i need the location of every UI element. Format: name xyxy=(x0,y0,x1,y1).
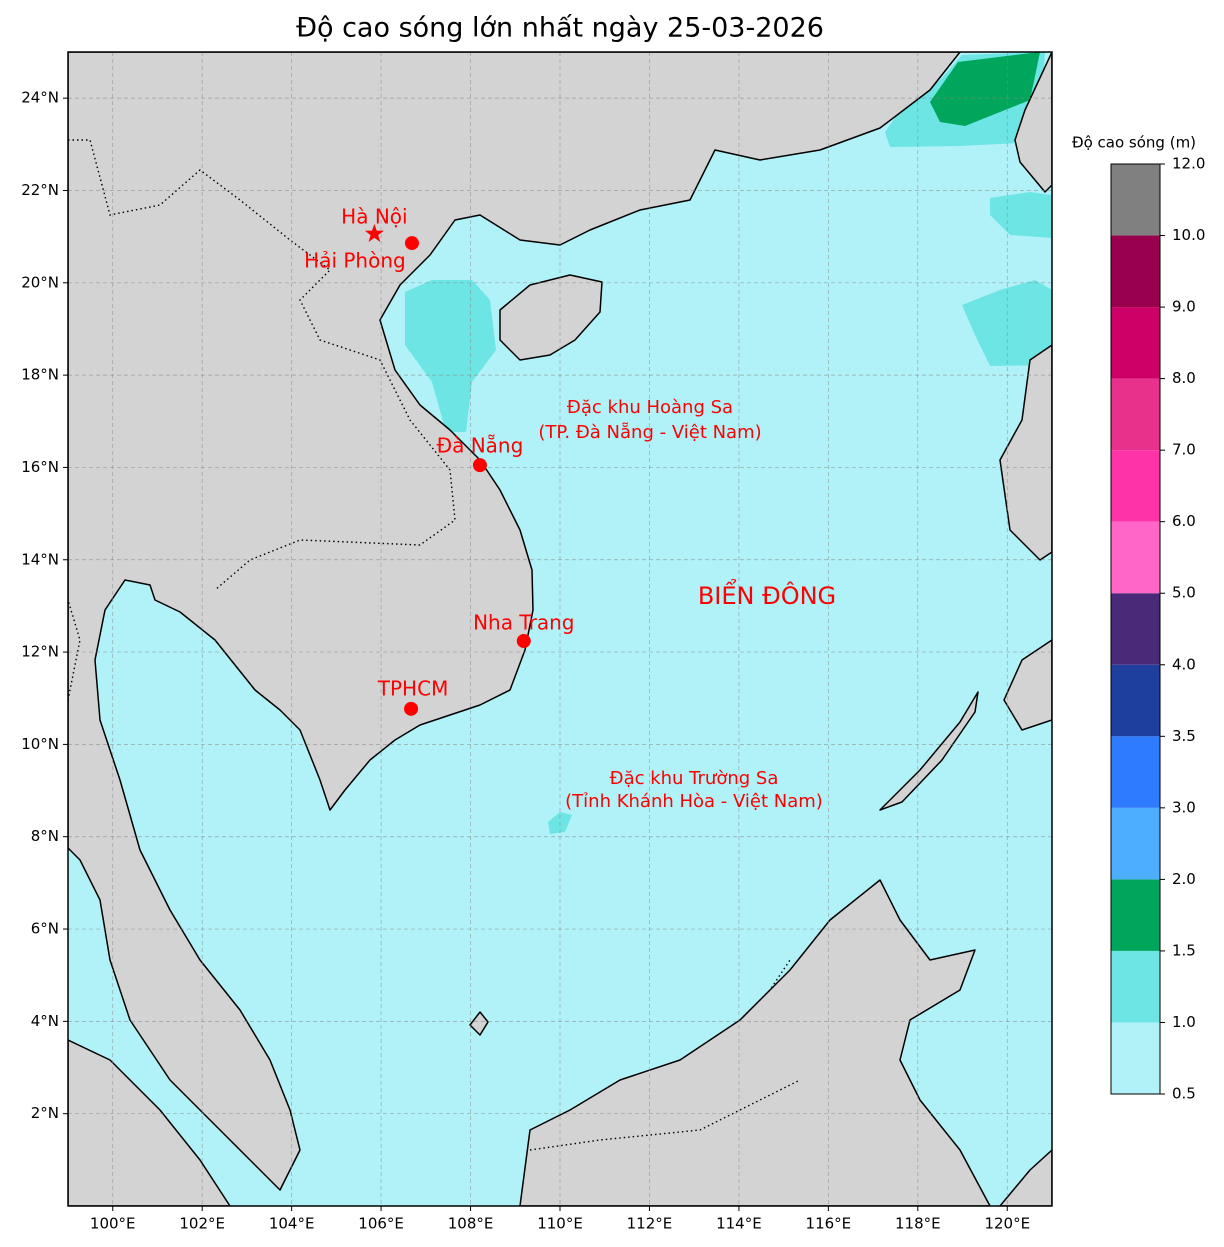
x-tick-label: 100°E xyxy=(90,1215,136,1233)
region-label: Đặc khu Hoàng Sa xyxy=(567,397,733,418)
y-tick-label: 10°N xyxy=(21,735,59,753)
map xyxy=(68,52,1052,1206)
city-marker xyxy=(364,223,384,242)
city-label: TPHCM xyxy=(377,676,449,700)
colorbar-box xyxy=(1111,950,1160,1023)
colorbar-box xyxy=(1111,378,1160,451)
y-tick-label: 6°N xyxy=(31,920,59,938)
city-marker xyxy=(472,458,487,473)
colorbar-box xyxy=(1111,593,1160,665)
wave-field xyxy=(405,52,1052,834)
x-tick-label: 112°E xyxy=(627,1215,673,1233)
colorbar-box xyxy=(1111,1022,1160,1094)
colorbar-box xyxy=(1111,807,1160,880)
mindoro xyxy=(1003,639,1052,731)
taiwan xyxy=(1014,52,1052,193)
y-tick-label: 2°N xyxy=(31,1104,59,1122)
colorbar-box xyxy=(1111,307,1160,379)
colorbar-box xyxy=(1111,664,1160,737)
colorbar-tick-label: 8.0 xyxy=(1172,369,1196,387)
colorbar-box xyxy=(1111,164,1160,236)
sumatra xyxy=(68,1039,231,1206)
land xyxy=(68,52,1052,1206)
colorbar-tick-label: 3.5 xyxy=(1172,727,1196,745)
colorbar-box xyxy=(1111,450,1160,522)
luzon xyxy=(999,344,1052,561)
border xyxy=(68,139,456,591)
x-tick-label: 106°E xyxy=(358,1215,404,1233)
palawan xyxy=(879,691,979,811)
region-label: BIỂN ĐÔNG xyxy=(698,578,836,610)
city-marker xyxy=(516,634,531,649)
x-tick-label: 108°E xyxy=(448,1215,494,1233)
colorbar-box xyxy=(1111,879,1160,951)
city-label: Nha Trang xyxy=(473,611,574,635)
colorbar-tick-label: 2.0 xyxy=(1172,870,1196,888)
colorbar-box xyxy=(1111,521,1160,594)
region-label: (Tỉnh Khánh Hòa - Việt Nam) xyxy=(565,791,823,812)
y-tick-label: 8°N xyxy=(31,827,59,845)
border xyxy=(739,959,791,1021)
x-tick-label: 114°E xyxy=(716,1215,762,1233)
colorbar-tick-label: 5.0 xyxy=(1172,584,1196,602)
colorbar-tick-label: 10.0 xyxy=(1172,226,1205,244)
island xyxy=(469,1011,489,1036)
y-tick-label: 22°N xyxy=(21,181,59,199)
overlay: 100°E 102°E 104°E 106°E 108°E 110°E 112°E 114°E… xyxy=(21,89,1030,1233)
city-marker xyxy=(404,236,419,251)
y-tick-label: 14°N xyxy=(21,550,59,568)
colorbar-tick-label: 7.0 xyxy=(1172,441,1196,459)
y-tick-label: 18°N xyxy=(21,366,59,384)
city-label: Hải Phòng xyxy=(304,249,406,273)
colorbar-frame xyxy=(1110,163,1161,1095)
city-label: Hà Nội xyxy=(341,204,407,228)
region-label: (TP. Đà Nẵng - Việt Nam) xyxy=(538,422,761,443)
y-tick-label: 24°N xyxy=(21,89,59,107)
y-tick-label: 4°N xyxy=(31,1012,59,1030)
wave-patch xyxy=(990,192,1052,238)
region-label: Đặc khu Trường Sa xyxy=(610,768,779,789)
colorbar-tick-label: 6.0 xyxy=(1172,512,1196,530)
colorbar-tick-label: 0.5 xyxy=(1172,1085,1196,1103)
island xyxy=(999,1149,1052,1206)
colorbar-tick-label: 12.0 xyxy=(1172,155,1205,173)
city-label: Đà Nẵng xyxy=(437,434,524,458)
x-tick-label: 120°E xyxy=(984,1215,1030,1233)
y-tick-label: 16°N xyxy=(21,458,59,476)
colorbar-box xyxy=(1111,235,1160,308)
wave-patch xyxy=(930,52,1040,126)
x-tick-label: 102°E xyxy=(179,1215,225,1233)
colorbar-tick-label: 1.5 xyxy=(1172,941,1196,959)
map-frame xyxy=(67,51,1053,1207)
y-tick-label: 12°N xyxy=(21,643,59,661)
x-tick-label: 116°E xyxy=(806,1215,852,1233)
hainan xyxy=(499,274,603,361)
map-title: Độ cao sóng lớn nhất ngày 25-03-2026 xyxy=(296,13,824,44)
x-tick-label: 104°E xyxy=(269,1215,315,1233)
borneo xyxy=(519,879,991,1206)
colorbar-tick-label: 3.0 xyxy=(1172,798,1196,816)
colorbar-box xyxy=(1111,736,1160,808)
colorbar-label: Độ cao sóng (m) xyxy=(1072,134,1196,152)
y-tick-label: 20°N xyxy=(21,273,59,291)
x-tick-label: 118°E xyxy=(895,1215,941,1233)
colorbar-tick-label: 1.0 xyxy=(1172,1013,1196,1031)
wave-patch xyxy=(962,280,1052,366)
borders xyxy=(68,139,801,1151)
city-marker xyxy=(404,701,419,716)
wave-patch xyxy=(405,280,496,432)
border xyxy=(529,1079,801,1151)
mainland xyxy=(68,52,961,1191)
colorbar-tick-label: 4.0 xyxy=(1172,655,1196,673)
x-tick-label: 110°E xyxy=(537,1215,583,1233)
colorbar-tick-label: 9.0 xyxy=(1172,298,1196,316)
